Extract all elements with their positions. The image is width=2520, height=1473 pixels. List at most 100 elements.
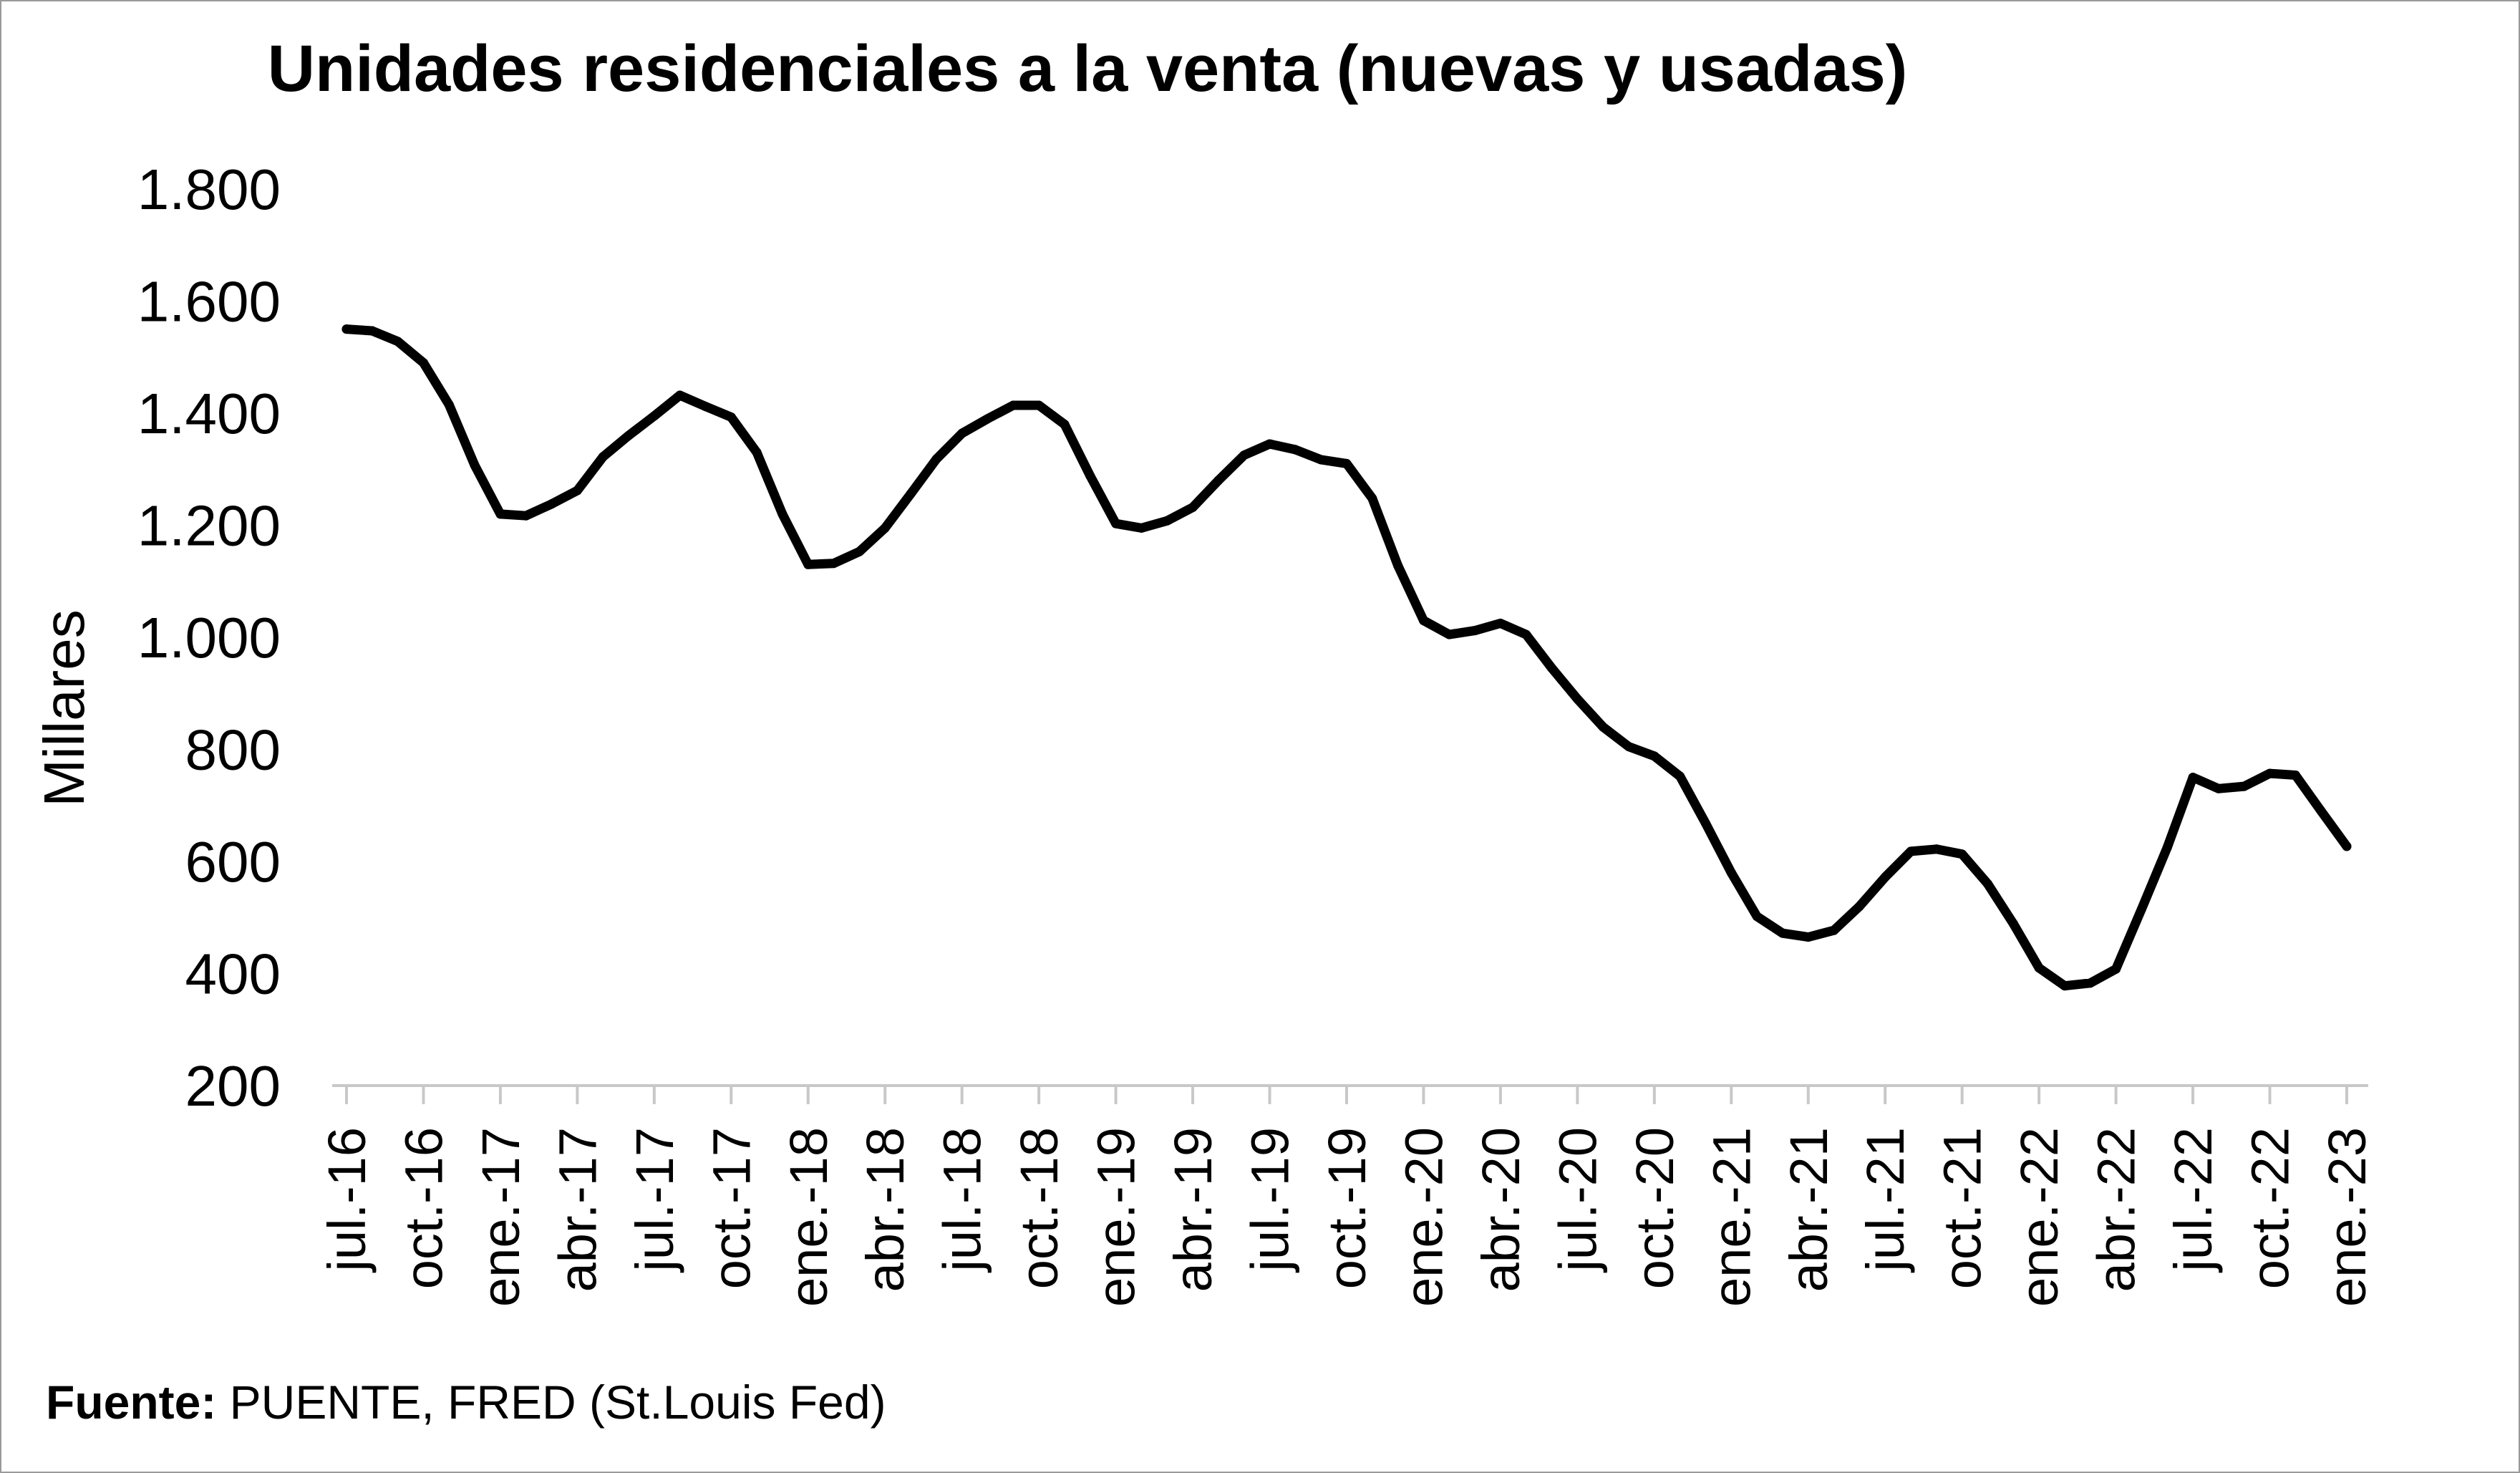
x-tick-label: abr.-22 (2087, 1127, 2146, 1292)
x-tick-label: oct.-16 (394, 1127, 453, 1289)
data-point (1367, 493, 1377, 503)
data-point (470, 460, 480, 470)
data-point (880, 523, 890, 533)
data-point (1700, 818, 1710, 829)
data-point (1778, 928, 1788, 938)
data-point (726, 412, 736, 422)
data-point (1957, 849, 1967, 859)
data-point (2162, 842, 2172, 852)
data-point (572, 486, 582, 496)
data-point (1444, 629, 1454, 639)
data-point (803, 559, 813, 569)
x-tick-label: abr.-18 (856, 1127, 915, 1292)
x-tick-label: ene.-18 (779, 1127, 838, 1307)
y-tick-label: 400 (185, 942, 281, 1006)
data-point (931, 454, 941, 464)
x-tick-label: jul.-19 (1241, 1127, 1300, 1273)
y-tick-label: 1.400 (137, 382, 281, 445)
data-point (1675, 771, 1685, 781)
data-point (547, 499, 557, 509)
x-tick-label: jul.-20 (1548, 1127, 1607, 1273)
data-point (1880, 872, 1890, 882)
data-point (1906, 846, 1916, 856)
data-point (777, 509, 788, 519)
data-point (983, 414, 993, 424)
data-point (1060, 420, 1070, 430)
data-point (2136, 904, 2146, 914)
x-tick-label: ene.-20 (1394, 1127, 1453, 1307)
x-tick-label: oct.-19 (1317, 1127, 1377, 1289)
data-point (700, 402, 710, 412)
data-point (1854, 902, 1864, 912)
data-point (1803, 932, 1813, 942)
y-axis-tick-labels: 200 400 600 800 1.000 1.200 1.400 1.600 1.800 (137, 158, 281, 1118)
data-point (2085, 978, 2095, 988)
series-line (341, 324, 2352, 991)
x-tick-label: abr.-19 (1163, 1127, 1223, 1292)
data-point (1239, 450, 1249, 460)
data-point (598, 452, 608, 462)
data-point (1752, 912, 1762, 922)
y-tick-label: 800 (185, 718, 281, 782)
data-point (1162, 516, 1172, 526)
data-point (1470, 626, 1480, 636)
x-tick-label: ene.-22 (2010, 1127, 2069, 1307)
y-tick-label: 1.800 (137, 158, 281, 221)
data-point (2342, 841, 2352, 851)
data-point (393, 337, 403, 347)
x-tick-label: ene.-17 (471, 1127, 530, 1307)
x-tick-label: jul.-22 (2163, 1127, 2223, 1273)
x-tick-label: oct.-18 (1009, 1127, 1069, 1289)
data-point (1547, 663, 1557, 673)
x-tick-label: jul.-16 (317, 1127, 377, 1273)
y-tick-label: 1.200 (137, 494, 281, 558)
data-point (1290, 445, 1300, 455)
data-point (1265, 439, 1275, 449)
source-note: Fuente: PUENTE, FRED (St.Louis Fed) (46, 1375, 886, 1429)
data-point (1085, 471, 1095, 481)
data-point (675, 390, 685, 400)
x-tick-label: oct.-17 (702, 1127, 761, 1289)
data-point (495, 509, 505, 519)
data-point (2188, 773, 2198, 783)
data-point (1983, 879, 1993, 889)
y-tick-label: 1.000 (137, 606, 281, 670)
data-point (2265, 768, 2275, 778)
data-point (829, 559, 839, 569)
y-axis-label: Millares (32, 609, 96, 807)
data-point (1342, 458, 1352, 468)
data-point (957, 428, 967, 438)
chart-title: Unidades residenciales a la venta (nueva… (268, 32, 1908, 105)
y-tick-label: 1.600 (137, 270, 281, 334)
data-point (1188, 502, 1198, 512)
x-axis-tick-labels: jul.-16 oct.-16 ene.-17 abr.-17 jul.-17 oct.-… (317, 1127, 2377, 1307)
data-point (341, 324, 352, 334)
data-point (1829, 925, 1839, 935)
data-point (2111, 964, 2121, 974)
x-axis-tick-marks (345, 1086, 2348, 1104)
data-point (1136, 523, 1146, 533)
data-point (2008, 919, 2018, 929)
data-point (1316, 455, 1326, 465)
data-point (2316, 806, 2326, 816)
x-tick-label: jul.-18 (933, 1127, 992, 1273)
data-point (1649, 751, 1659, 761)
data-point (1624, 742, 1634, 752)
x-tick-label: oct.-22 (2241, 1127, 2300, 1289)
x-tick-label: jul.-17 (625, 1127, 684, 1273)
data-point (854, 546, 864, 556)
data-point (1932, 844, 1942, 854)
data-point (1213, 475, 1223, 486)
data-point (1598, 722, 1608, 732)
data-point (1418, 616, 1428, 626)
x-tick-label: abr.-21 (1779, 1127, 1838, 1292)
data-point (1008, 400, 1018, 410)
x-tick-label: ene.-19 (1087, 1127, 1146, 1307)
x-tick-label: ene.-23 (2317, 1127, 2377, 1307)
data-point (2239, 781, 2249, 791)
data-point (2214, 783, 2224, 793)
data-point (1726, 868, 1736, 878)
series-layer (341, 324, 2352, 991)
x-tick-label: abr.-20 (1471, 1127, 1531, 1292)
